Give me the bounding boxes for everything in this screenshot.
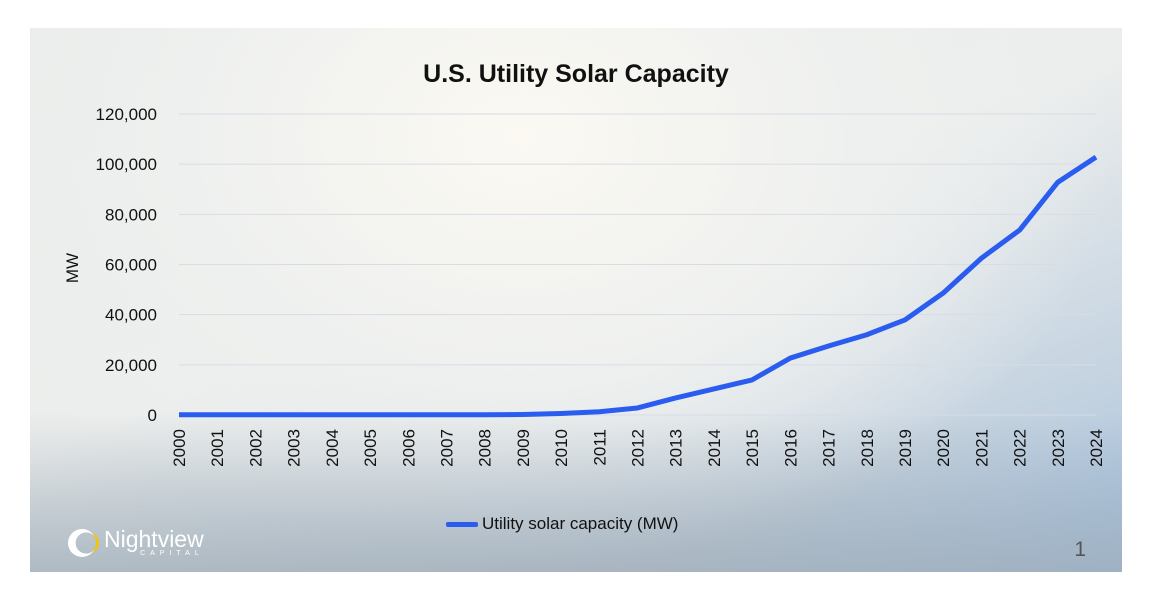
nightview-logo: Nightview CAPITAL [68, 528, 204, 557]
y-tick-label: 60,000 [105, 256, 157, 275]
x-tick-label: 2009 [514, 429, 533, 467]
x-tick-label: 2007 [437, 429, 456, 467]
y-tick-label: 20,000 [105, 356, 157, 375]
x-tick-label: 2000 [170, 429, 189, 467]
x-tick-label: 2010 [552, 429, 571, 467]
x-tick-label: 2008 [476, 429, 495, 467]
line-chart: 0 20,000 40,000 60,000 80,000 100,000 120,000 2… [63, 105, 1106, 467]
x-tick-label: 2001 [208, 429, 227, 467]
y-tick-label: 120,000 [96, 105, 157, 124]
legend: Utility solar capacity (MW) [446, 514, 678, 534]
chart-title: U.S. Utility Solar Capacity [423, 60, 729, 88]
y-tick-label: 0 [148, 406, 157, 425]
y-tick-label: 100,000 [96, 155, 157, 174]
x-tick-label: 2014 [705, 429, 724, 467]
x-tick-label: 2016 [781, 429, 800, 467]
x-tick-label: 2015 [743, 429, 762, 467]
y-tick-label: 80,000 [105, 205, 157, 224]
x-tick-label: 2011 [590, 429, 609, 466]
series-line [179, 155, 1098, 418]
y-tick-label: 40,000 [105, 306, 157, 325]
x-tick-label: 2019 [896, 429, 915, 467]
x-tick-label: 2005 [361, 429, 380, 467]
slide: U.S. Utility Solar Capacity 0 20,000 40,00… [30, 28, 1122, 572]
moon-icon [68, 528, 96, 557]
x-tick-label: 2022 [1011, 429, 1030, 467]
x-tick-label: 2020 [934, 429, 953, 467]
y-axis-label: MW [63, 253, 82, 283]
logo-sub: CAPITAL [140, 550, 204, 557]
legend-label: Utility solar capacity (MW) [482, 514, 679, 533]
x-tick-label: 2024 [1087, 429, 1106, 467]
x-tick-label: 2017 [820, 429, 839, 467]
x-tick-label: 2018 [858, 429, 877, 467]
x-tick-label: 2023 [1049, 429, 1068, 467]
x-tick-label: 2021 [972, 429, 991, 467]
x-tick-label: 2012 [629, 429, 648, 467]
x-tick-label: 2013 [667, 429, 686, 467]
x-tick-label: 2002 [246, 429, 265, 467]
page-number: 1 [1074, 538, 1086, 561]
x-tick-label: 2004 [323, 429, 342, 467]
legend-swatch [446, 521, 478, 527]
x-tick-label: 2003 [285, 429, 304, 467]
logo-name: Nightview [104, 526, 204, 552]
x-tick-label: 2006 [399, 429, 418, 467]
